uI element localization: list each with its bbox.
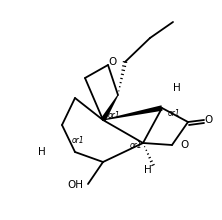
Text: H: H [173, 83, 181, 93]
Polygon shape [101, 95, 118, 121]
Text: O: O [204, 115, 212, 125]
Text: H: H [38, 147, 46, 157]
Text: O: O [180, 140, 188, 150]
Text: or1: or1 [130, 141, 143, 150]
Text: OH: OH [67, 180, 83, 190]
Text: or1: or1 [72, 136, 85, 145]
Polygon shape [103, 105, 163, 121]
Text: or1: or1 [108, 110, 121, 119]
Text: or1: or1 [168, 108, 181, 117]
Text: O: O [108, 57, 116, 67]
Text: H: H [144, 165, 152, 175]
